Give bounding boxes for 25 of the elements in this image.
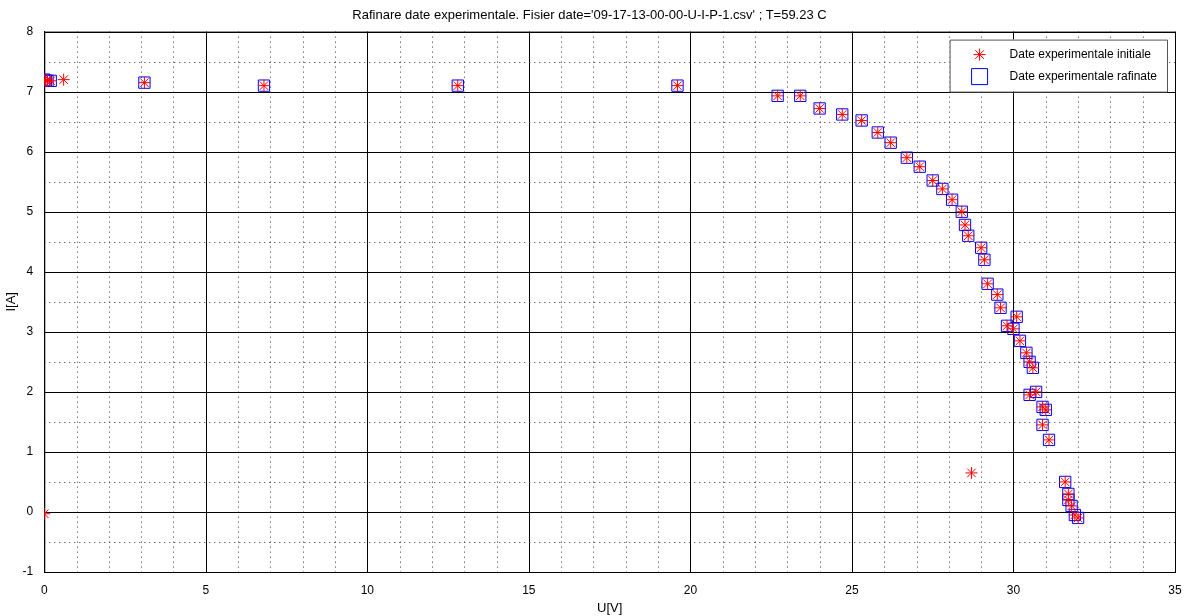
x-tick-label: 20 <box>683 582 698 597</box>
legend-label: Date experimentale rafinate <box>1009 68 1158 83</box>
point <box>57 73 71 87</box>
x-axis-title: U[V] <box>596 599 623 615</box>
x-tick-label: 25 <box>845 582 859 597</box>
y-tick-label: 8 <box>26 23 34 38</box>
x-tick-label: 0 <box>40 582 48 597</box>
x-tick-label: 5 <box>202 582 210 597</box>
y-tick-label: 0 <box>26 504 34 519</box>
y-tick-label: 2 <box>26 384 34 399</box>
y-tick-label: 1 <box>26 444 34 459</box>
point <box>964 466 978 480</box>
x-tick-label: 30 <box>1006 582 1021 597</box>
x-tick-label: 15 <box>522 582 536 597</box>
y-tick-label: 3 <box>26 324 34 339</box>
x-tick-label: 35 <box>1168 582 1182 597</box>
y-tick-label: 6 <box>26 144 34 158</box>
chart-title: Rafinare date experimentale. Fisier date='09-17-13-00-00-U-I-P-1.csv' ; T=59.23 C <box>352 7 827 23</box>
y-tick-label: 7 <box>26 83 34 98</box>
x-tick-label: 10 <box>360 582 375 597</box>
y-tick-label: 4 <box>26 264 34 279</box>
y-tick-label: 5 <box>26 204 34 219</box>
legend-label: Date experimentale initiale <box>1009 46 1152 61</box>
y-axis-title: I[A] <box>3 292 19 312</box>
y-tick-label: -1 <box>22 564 34 579</box>
